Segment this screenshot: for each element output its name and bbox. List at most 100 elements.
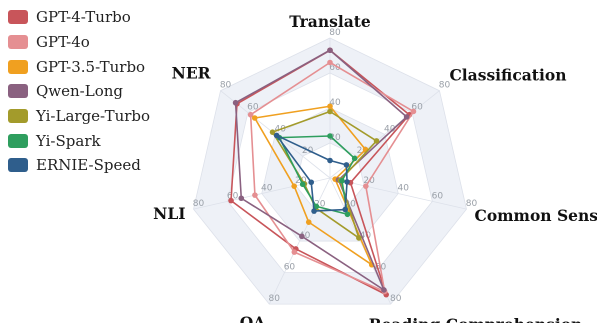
tick-label: 80 xyxy=(390,294,402,304)
series-line xyxy=(271,110,378,239)
data-point xyxy=(343,162,350,168)
tick-label: 80 xyxy=(466,199,478,209)
data-point xyxy=(308,179,315,186)
tick-label: 40 xyxy=(329,98,341,108)
data-point xyxy=(344,211,351,218)
data-point xyxy=(228,197,234,204)
tick-label: 60 xyxy=(411,103,423,113)
data-point xyxy=(273,132,280,139)
data-point xyxy=(299,233,305,240)
grid-spoke xyxy=(193,177,331,210)
radar-series xyxy=(228,47,417,298)
legend-item: GPT-4o xyxy=(8,30,198,55)
radar-axis-labels: Translate Classification Common Sense Readi… xyxy=(153,12,597,323)
tick-label: 40 xyxy=(261,184,273,194)
legend-label: Yi-Large-Turbo xyxy=(36,107,151,126)
data-point xyxy=(291,183,297,189)
data-point xyxy=(313,203,320,210)
legend-label: GPT-3.5-Turbo xyxy=(36,57,146,76)
tick-label: 60 xyxy=(247,103,259,113)
tick-label: 60 xyxy=(432,191,444,201)
series-ernie-speed xyxy=(273,132,350,214)
tick-label: 80 xyxy=(439,81,451,91)
data-point xyxy=(327,157,333,164)
data-point xyxy=(247,111,254,118)
legend-item: GPT-4-Turbo xyxy=(8,5,198,30)
radar-grid xyxy=(193,37,467,305)
data-point xyxy=(238,195,245,202)
axis-label-nli: NLI xyxy=(153,204,185,223)
data-point xyxy=(327,103,333,110)
legend-swatch xyxy=(8,158,28,173)
data-point xyxy=(351,155,358,162)
tick-label: 80 xyxy=(220,81,232,91)
series-line xyxy=(249,61,415,293)
tick-label: 20 xyxy=(314,200,326,210)
legend-swatch xyxy=(8,133,28,148)
tick-label: 40 xyxy=(299,231,311,241)
axis-label-classification: Classification xyxy=(449,66,566,85)
data-point xyxy=(410,108,417,115)
axis-label-translate: Translate xyxy=(289,12,371,31)
data-point xyxy=(356,235,362,241)
series-gpt-4o xyxy=(247,59,417,295)
legend-swatch xyxy=(8,59,28,74)
legend-label: GPT-4o xyxy=(36,33,90,52)
data-point xyxy=(327,59,333,66)
legend-item: Yi-Spark xyxy=(8,128,198,153)
data-point xyxy=(311,208,317,214)
legend-item: Yi-Large-Turbo xyxy=(8,104,198,129)
grid-spoke xyxy=(268,177,331,305)
tick-label: 40 xyxy=(360,231,372,241)
data-point xyxy=(344,179,350,185)
data-point xyxy=(291,249,298,255)
tick-label: 60 xyxy=(227,191,239,201)
data-point xyxy=(339,177,345,184)
axis-label-common-sense: Common Sense xyxy=(474,206,597,225)
data-point xyxy=(299,181,306,188)
legend: GPT-4-Turbo GPT-4o GPT-3.5-Turbo Qwen-Long Y… xyxy=(8,5,198,178)
data-point xyxy=(381,287,387,293)
tick-label: 20 xyxy=(344,200,356,210)
legend-label: Yi-Spark xyxy=(36,131,101,150)
legend-item: Qwen-Long xyxy=(8,79,198,104)
tick-label: 40 xyxy=(384,124,396,134)
data-point xyxy=(403,114,410,120)
data-point xyxy=(232,99,239,106)
series-line xyxy=(253,105,373,266)
series-gpt-3-5-turbo xyxy=(251,103,375,268)
data-point xyxy=(363,183,369,189)
tick-label: 20 xyxy=(302,146,314,156)
tick-label: 60 xyxy=(329,63,341,73)
tick-label: 20 xyxy=(329,133,341,143)
series-line xyxy=(234,49,408,291)
tick-label: 80 xyxy=(269,294,281,304)
tick-label: 40 xyxy=(398,184,410,194)
data-point xyxy=(251,115,258,121)
legend-swatch xyxy=(8,10,28,25)
tick-label: 80 xyxy=(193,199,205,209)
legend-item: ERNIE-Speed xyxy=(8,153,198,178)
tick-label: 20 xyxy=(357,146,369,156)
legend-label: ERNIE-Speed xyxy=(36,156,141,175)
legend-swatch xyxy=(8,84,28,99)
axis-label-ner: NER xyxy=(172,64,211,83)
data-point xyxy=(373,138,380,144)
legend-item: GPT-3.5-Turbo xyxy=(8,54,198,79)
data-point xyxy=(327,133,333,139)
data-point xyxy=(327,47,333,54)
axis-label-reading-comprehension: Reading Comprehension xyxy=(369,315,583,323)
legend-label: Qwen-Long xyxy=(36,82,123,101)
data-point xyxy=(305,219,312,225)
axis-label-qa: QA xyxy=(240,313,267,323)
series-line xyxy=(275,134,348,212)
tick-label: 80 xyxy=(329,28,341,38)
tick-label: 60 xyxy=(284,263,296,273)
legend-swatch xyxy=(8,109,28,124)
data-point xyxy=(269,129,276,135)
data-point xyxy=(327,108,333,115)
data-point xyxy=(252,192,258,198)
legend-label: GPT-4-Turbo xyxy=(36,8,131,27)
data-point xyxy=(342,206,348,213)
